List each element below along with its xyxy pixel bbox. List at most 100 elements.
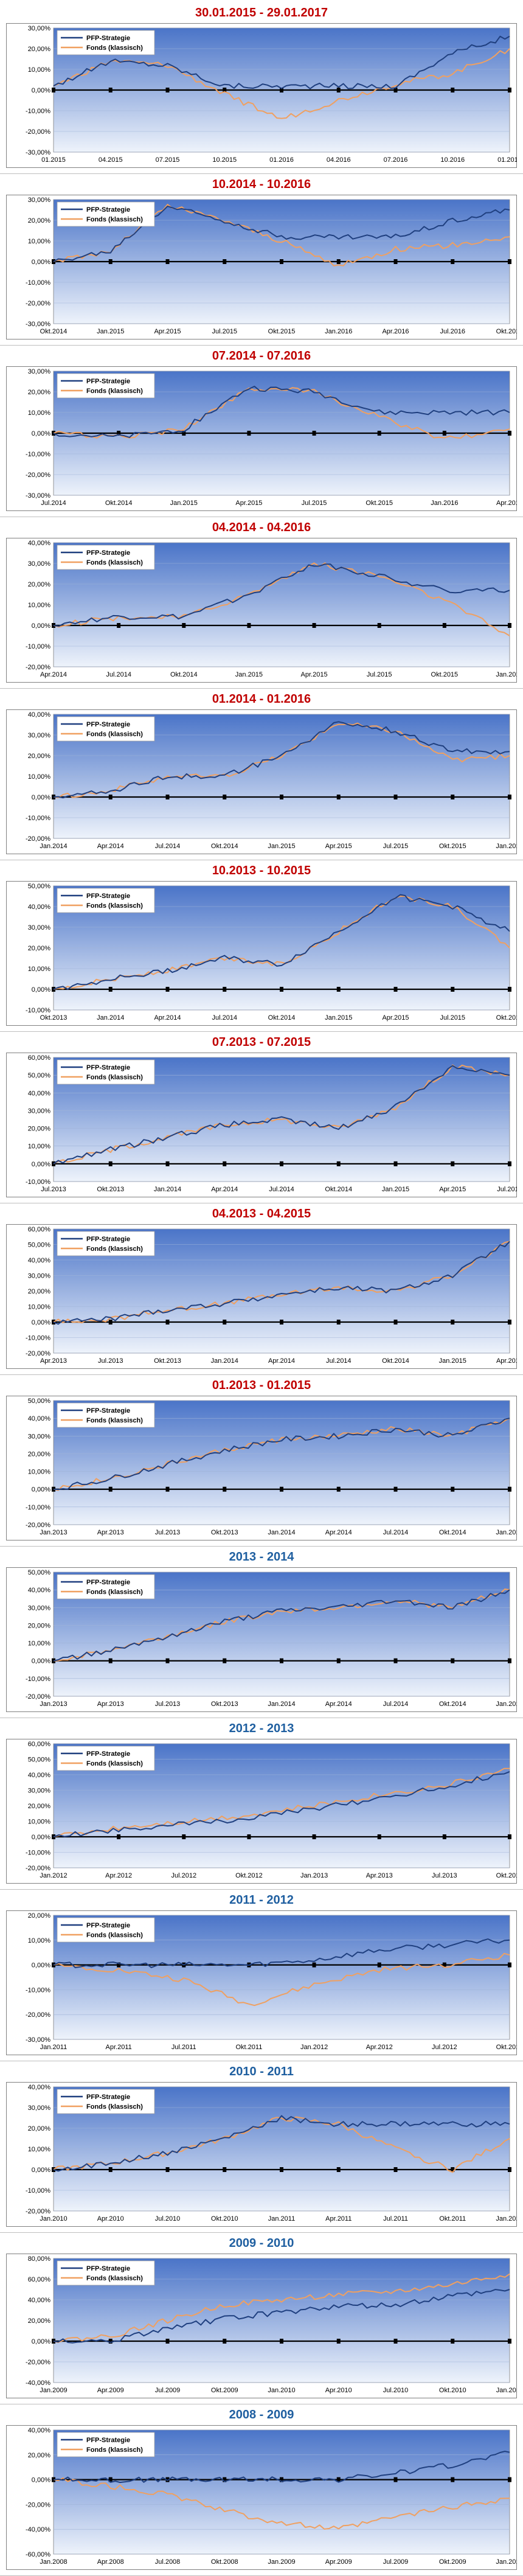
x-tick-mark [393, 1161, 398, 1166]
x-tick-label: Jul.2015 [497, 1186, 517, 1193]
x-tick-mark [182, 623, 186, 628]
legend-box [57, 1574, 155, 1600]
y-tick-label: -10,00% [26, 1676, 50, 1683]
x-tick-label: 07.2016 [384, 156, 408, 164]
panel-separator [0, 1374, 523, 1375]
x-tick-label: Okt.2012 [496, 2044, 517, 2051]
x-tick-mark [117, 1834, 121, 1839]
y-tick-label: 20,00% [28, 2125, 51, 2132]
legend-box [57, 2260, 155, 2286]
y-tick-label: -20,00% [26, 1522, 50, 1529]
y-tick-label: 20,00% [28, 1126, 51, 1133]
x-tick-mark [336, 259, 341, 264]
y-tick-label: -10,00% [26, 451, 50, 458]
legend-label: Fonds (klassisch) [86, 559, 143, 566]
y-tick-label: -10,00% [26, 815, 50, 822]
y-tick-label: 60,00% [28, 1226, 51, 1233]
x-tick-mark [442, 1834, 446, 1839]
x-tick-label: Jul.2008 [155, 2558, 181, 2566]
y-tick-label: 20,00% [28, 389, 51, 396]
x-tick-label: Okt.2015 [365, 500, 393, 507]
x-tick-label: Jul.2016 [440, 328, 465, 335]
legend-label: PFP-Strategie [86, 378, 130, 385]
x-tick-mark [223, 259, 227, 264]
y-tick-label: 20,00% [28, 2317, 51, 2325]
y-tick-label: -10,00% [26, 1850, 50, 1857]
x-tick-mark [508, 795, 511, 799]
x-tick-mark [312, 1834, 316, 1839]
x-tick-label: Jan.2014 [40, 843, 67, 850]
x-tick-label: Okt.2014 [325, 1186, 352, 1193]
x-tick-mark [336, 795, 341, 799]
line-chart: -10,00% 0,00% 10,00% 20,00% 30,00% 40,00% 50,0… [6, 1053, 517, 1197]
x-tick-mark [451, 88, 455, 92]
x-tick-mark [117, 1962, 121, 1968]
legend: PFP-Strategie Fonds (klassisch) [57, 1746, 155, 1771]
legend: PFP-Strategie Fonds (klassisch) [57, 888, 155, 913]
legend-label: PFP-Strategie [86, 549, 130, 557]
y-tick-label: 0,00% [32, 1658, 50, 1665]
x-tick-mark [182, 1834, 186, 1839]
x-tick-label: Apr.2016 [496, 500, 517, 507]
x-tick-label: Jan.2015 [325, 1014, 352, 1022]
y-tick-label: 40,00% [28, 1257, 51, 1264]
x-tick-label: Jan.2012 [40, 1872, 67, 1879]
chart-title: 01.2014 - 01.2016 [212, 692, 311, 706]
chart-title: 07.2014 - 07.2016 [212, 349, 311, 363]
x-tick-mark [280, 987, 283, 992]
chart-panel: 07.2013 - 07.2015 -10,00% 0,00% 10,00% 20,00… [0, 1036, 523, 1200]
x-tick-label: Jan.2011 [40, 2044, 67, 2051]
x-tick-label: Jan.2009 [268, 2558, 295, 2566]
series-line [53, 563, 510, 627]
y-tick-label: 0,00% [32, 1834, 50, 1841]
x-tick-mark [108, 1161, 113, 1166]
x-tick-mark [336, 2339, 341, 2344]
x-tick-label: Jul.2013 [41, 1186, 66, 1193]
x-tick-mark [223, 987, 227, 992]
legend-label: Fonds (klassisch) [86, 2103, 143, 2111]
x-tick-mark [336, 1161, 341, 1166]
x-tick-label: Apr.2015 [325, 843, 352, 850]
x-tick-label: Apr.2012 [366, 2044, 393, 2051]
x-tick-mark [312, 431, 316, 436]
x-tick-mark [451, 1486, 455, 1492]
legend-label: PFP-Strategie [86, 2437, 130, 2444]
x-tick-mark [451, 795, 455, 799]
legend: PFP-Strategie Fonds (klassisch) [57, 1917, 155, 1943]
y-tick-label: 60,00% [28, 1054, 51, 1062]
x-tick-label: Jul.2011 [383, 2215, 408, 2223]
x-tick-mark [508, 1320, 511, 1325]
y-tick-label: 0,00% [32, 1161, 50, 1168]
legend-label: Fonds (klassisch) [86, 44, 143, 52]
x-tick-mark [508, 1161, 511, 1166]
x-tick-label: Apr.2014 [325, 1529, 352, 1536]
x-tick-label: Apr.2014 [325, 1701, 352, 1708]
x-tick-mark [336, 88, 341, 92]
chart-panel: 2008 - 2009 -60,00% -40,00% -20,00% 0,00% 20,… [0, 2408, 523, 2572]
x-tick-label: Okt.2013 [211, 1701, 238, 1708]
x-tick-label: Jan.2013 [40, 1529, 67, 1536]
x-tick-label: Apr.2016 [382, 328, 409, 335]
x-tick-label: Jan.2015 [496, 1701, 517, 1708]
chart-panel: 10.2014 - 10.2016 -30,00% -20,00% -10,00% 0,… [0, 178, 523, 342]
y-tick-label: 10,00% [28, 773, 51, 781]
x-tick-label: Jan.2014 [211, 1357, 238, 1365]
x-tick-mark [108, 1658, 113, 1663]
line-chart: -20,00% -10,00% 0,00% 10,00% 20,00% 30,00% 40,… [6, 538, 517, 683]
x-tick-mark [165, 88, 170, 92]
y-tick-label: 0,00% [32, 1319, 50, 1326]
legend-label: Fonds (klassisch) [86, 1932, 143, 1939]
y-tick-label: 30,00% [28, 1433, 51, 1440]
legend-label: PFP-Strategie [86, 206, 130, 214]
legend-label: Fonds (klassisch) [86, 1074, 143, 1081]
x-tick-mark [108, 1486, 113, 1492]
x-tick-label: Jul.2009 [383, 2558, 409, 2566]
line-chart: -30,00% -20,00% -10,00% 0,00% 10,00% 20,00% 30… [6, 23, 517, 168]
x-tick-mark [280, 1320, 283, 1325]
x-tick-label: Apr.2009 [97, 2387, 124, 2394]
y-tick-label: 10,00% [28, 966, 51, 973]
x-tick-label: Jan.2015 [97, 328, 124, 335]
y-tick-label: 20,00% [28, 1622, 51, 1629]
y-tick-label: 30,00% [28, 924, 51, 931]
x-tick-mark [52, 1658, 55, 1663]
